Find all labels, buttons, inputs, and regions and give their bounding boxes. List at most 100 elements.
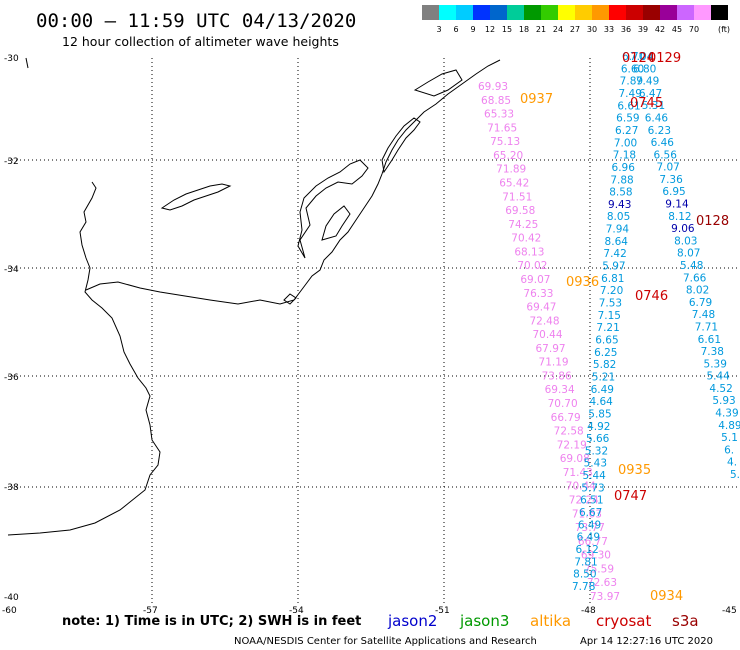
track-value-blue-b: 5.44 [706, 371, 730, 383]
legend-jason2: jason2 [387, 612, 437, 630]
track-value-blue-a: 7.81 [574, 556, 597, 568]
lon-label: -45 [722, 606, 737, 616]
track-value-blue-b: 7.71 [695, 321, 718, 333]
track-value-blue-a: 7.18 [613, 150, 636, 162]
track-value-blue-b: 9.14 [665, 199, 689, 211]
track-value-blue-a: 6.12 [575, 544, 598, 556]
track-value-blue-b: 4.89 [718, 420, 740, 432]
track-value-pink: 70.44 [532, 329, 562, 341]
colorbar-tick: 42 [655, 25, 665, 34]
track-value-blue-b: 6.46 [645, 112, 669, 124]
track-value-blue-a: 7.89 [620, 76, 643, 88]
track-value-pink: 70.42 [511, 233, 541, 245]
note-text: note: 1) Time is in UTC; 2) SWH is in fe… [62, 614, 361, 629]
track-value-blue-a: 5.85 [588, 408, 611, 420]
lat-label: -40 [4, 593, 19, 603]
track-value-blue-b: 4. [727, 457, 737, 469]
track-value-blue-b: 6.56 [654, 149, 678, 161]
track-value-pink: 69.34 [545, 384, 575, 396]
track-value-blue-a: 5.44 [582, 470, 606, 482]
track-value-pink: 76.33 [523, 288, 553, 300]
colorbar-swatch [490, 5, 507, 20]
track-value-blue-a: 8.64 [605, 236, 629, 248]
track-value-blue-a: 7.49 [619, 88, 642, 100]
track-value-pink: 71.19 [539, 357, 569, 369]
track-value-blue-a: 8.50 [573, 569, 596, 581]
track-value-blue-b: 4.39 [715, 408, 738, 420]
track-value-pink: 69.58 [505, 205, 535, 217]
pass-time-label: 0128 [696, 214, 729, 229]
track-value-pink: 66.77 [578, 536, 608, 548]
track-value-pink: 72.19 [557, 439, 587, 451]
track-value-pink: 70.70 [548, 398, 578, 410]
colorbar-tick: 45 [672, 25, 682, 34]
colorbar-swatch [473, 5, 490, 20]
track-value-blue-a: 4.92 [587, 421, 610, 433]
track-value-blue-a: 8.58 [609, 187, 632, 199]
track-value-blue-a: 7.88 [610, 174, 633, 186]
track-value-pink: 69.30 [581, 550, 611, 562]
track-value-blue-b: 6.46 [651, 137, 675, 149]
pass-time-label: 0935 [618, 463, 651, 478]
track-value-blue-a: 6.96 [612, 162, 636, 174]
pass-time-label: 0746 [635, 289, 668, 304]
track-value-blue-b: 6.80 [633, 63, 656, 75]
legend-altika: altika [530, 612, 571, 630]
legend-jason3: jason3 [459, 612, 509, 630]
colorbar-swatch [711, 5, 728, 20]
track-value-blue-b: 4.52 [709, 383, 732, 395]
colorbar-tick: 27 [570, 25, 580, 34]
track-value-pink: 75.59 [584, 563, 614, 575]
track-value-blue-b: 6.79 [689, 297, 712, 309]
legend-cryosat: cryosat [596, 612, 651, 630]
track-value-blue-a: 7.15 [598, 310, 621, 322]
track-value-blue-b: 6.61 [698, 334, 721, 346]
track-value-pink: 71.51 [502, 191, 532, 203]
track-value-blue-a: 6.61 [617, 100, 640, 112]
track-value-blue-a: 5.97 [602, 261, 625, 273]
track-value-blue-b: 6.47 [639, 88, 662, 100]
track-value-blue-a: 8.05 [607, 211, 630, 223]
map-subtitle: 12 hour collection of altimeter wave hei… [62, 34, 339, 49]
track-value-blue-b: 6.95 [662, 186, 685, 198]
colorbar-swatch [694, 5, 711, 20]
colorbar-swatch [422, 5, 439, 20]
track-value-blue-a: 6.59 [616, 113, 639, 125]
track-value-pink: 71.63 [572, 508, 602, 520]
track-value-blue-b: 5.39 [704, 358, 727, 370]
track-value-blue-a: 6.60 [621, 63, 644, 75]
track-value-blue-a: 5.82 [593, 359, 616, 371]
colorbar-swatch [524, 5, 541, 20]
colorbar-swatch [558, 5, 575, 20]
track-value-blue-b: 7.66 [683, 272, 707, 284]
track-value-pink: 70.02 [517, 260, 547, 272]
satellite-legend: jason2 jason3 altika cryosat s3a [387, 612, 699, 630]
track-value-pink: 72.48 [529, 315, 559, 327]
track-value-pink: 71.89 [496, 164, 526, 176]
track-value-blue-a: 7.21 [596, 322, 619, 334]
track-value-blue-b: 7.38 [701, 346, 724, 358]
lon-label: -51 [435, 606, 450, 616]
track-value-pink: 73.86 [542, 370, 572, 382]
colorbar-tick: 15 [502, 25, 512, 34]
colorbar-swatch [439, 5, 456, 20]
track-value-pink: 69.07 [520, 274, 550, 286]
track-value-pink: 67.97 [536, 343, 566, 355]
legend-s3a: s3a [672, 612, 699, 630]
track-value-blue-a: 7.20 [600, 285, 623, 297]
track-value-blue-b: 7.04 [630, 51, 654, 63]
track-value-blue-b: 5.1 [721, 432, 738, 444]
grid [8, 58, 738, 605]
track-value-blue-a: 5.66 [586, 433, 610, 445]
track-value-blue-b: 8.12 [668, 211, 691, 223]
lon-axis: -60 -57 -54 -51 -48 -45 [2, 606, 737, 616]
track-value-blue-a: 7.94 [606, 224, 630, 236]
colorbar-swatch [643, 5, 660, 20]
track-value-blue-b: 7.36 [659, 174, 683, 186]
track-value-pink: 69.93 [478, 81, 508, 93]
track-value-blue-a: 5.73 [581, 482, 604, 494]
lon-label: -48 [581, 606, 596, 616]
track-value-pink: 75.13 [490, 136, 520, 148]
track-value-blue-a: 6.49 [591, 384, 614, 396]
